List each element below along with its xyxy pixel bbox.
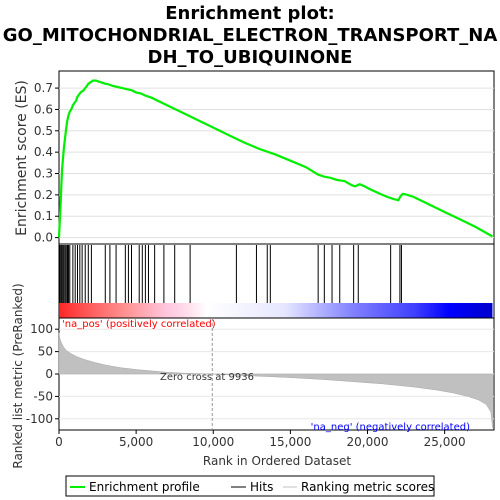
legend-label-hits: Hits [250, 480, 273, 494]
es-tick-label: 0.7 [34, 81, 53, 95]
rank-tick-label: 25,000 [424, 435, 466, 449]
es-tick-label: 0.1 [34, 209, 53, 223]
metric-tick-label: -50 [33, 389, 53, 403]
es-tick-label: 0.0 [34, 231, 53, 245]
enrichment-profile-line [57, 79, 494, 238]
rank-tick-label: 10,000 [192, 435, 234, 449]
metric-tick-label: 100 [30, 322, 53, 336]
neg-correlated-label: 'na_neg' (negatively correlated) [311, 422, 470, 433]
legend-item-ranking: Ranking metric scores [283, 480, 434, 494]
metric-tick-label: -100 [26, 412, 53, 426]
rank-tick-label: 15,000 [269, 435, 311, 449]
es-tick-label: 0.6 [34, 102, 53, 116]
metric-axis-label: Ranked list metric (PreRanked) [11, 283, 25, 468]
es-tick-label: 0.2 [34, 188, 53, 202]
title-line-3: DH_TO_UBIQUINONE [148, 47, 353, 68]
legend-item-hits: Hits [231, 480, 273, 494]
rank-color-bar [59, 303, 493, 318]
rank-tick-label: 20,000 [347, 435, 389, 449]
metric-tick-label: 0 [45, 367, 53, 381]
title-line-2: GO_MITOCHONDRIAL_ELECTRON_TRANSPORT_NA [3, 25, 498, 46]
rank-tick-label: 5,000 [119, 435, 153, 449]
hits-panel [58, 243, 495, 319]
es-tick-label: 0.4 [34, 145, 53, 159]
ranking-metric-area [58, 332, 493, 428]
pos-correlated-label: 'na_pos' (positively correlated) [62, 319, 216, 330]
legend-label-ranking: Ranking metric scores [301, 480, 434, 494]
es-panel: 0.0 0.1 0.2 0.3 0.4 0.5 0.6 0.7 [34, 70, 495, 245]
zero-cross-label: Zero cross at 9936 [160, 372, 254, 383]
rank-axis-label: Rank in Ordered Dataset [203, 454, 351, 468]
es-axis-label: Enrichment score (ES) [14, 80, 30, 236]
metric-tick-label: 50 [38, 345, 53, 359]
title-line-1: Enrichment plot: [165, 3, 335, 24]
legend-item-enrichment: Enrichment profile [70, 480, 200, 494]
es-plot-area [58, 70, 495, 245]
legend-box [65, 475, 435, 497]
rank-tick-label: 0 [55, 435, 63, 449]
es-tick-label: 0.5 [34, 124, 53, 138]
es-tick-label: 0.3 [34, 167, 53, 181]
legend-label-enrichment: Enrichment profile [89, 480, 200, 494]
